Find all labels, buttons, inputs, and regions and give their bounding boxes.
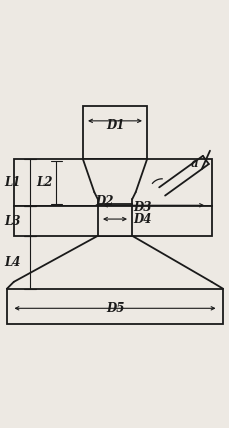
Text: D3: D3 [133,201,151,214]
Text: D1: D1 [105,119,124,132]
Text: a: a [190,157,197,170]
Text: D4: D4 [133,214,151,226]
Bar [14,206,211,236]
Bar [7,289,222,324]
Text: L2: L2 [36,176,53,189]
Text: D2: D2 [95,195,113,208]
Bar [82,106,147,159]
Bar [14,159,211,206]
Text: L4: L4 [4,256,21,269]
Text: D5: D5 [105,302,124,315]
Text: L3: L3 [4,215,21,228]
Text: L1: L1 [4,176,21,189]
Bar [97,206,132,236]
